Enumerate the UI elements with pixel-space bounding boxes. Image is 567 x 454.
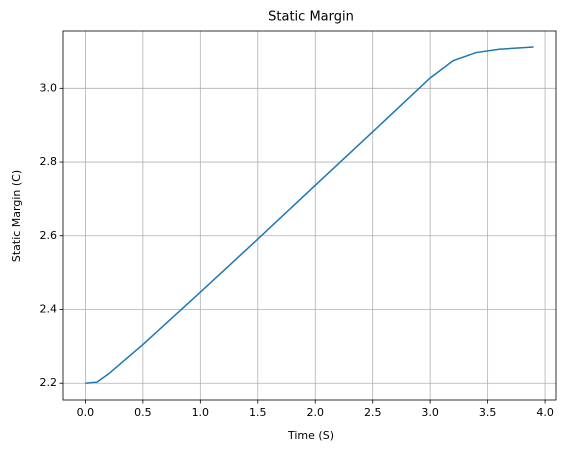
y-tick-label: 2.6 <box>40 229 58 242</box>
data-line <box>85 46 534 384</box>
chart-title: Static Margin <box>268 10 354 25</box>
x-axis-label: Time (S) <box>287 429 334 442</box>
x-tick-label: 1.5 <box>249 406 267 419</box>
x-tick-label: 3.5 <box>479 406 497 419</box>
x-tick-label: 2.0 <box>306 406 324 419</box>
y-tick-label: 2.2 <box>40 376 58 389</box>
plot-frame <box>62 30 557 401</box>
y-tick-label: 2.4 <box>40 303 58 316</box>
x-tick-label: 0.0 <box>77 406 95 419</box>
x-tick-label: 2.5 <box>364 406 382 419</box>
y-axis-label: Static Margin (C) <box>10 170 23 262</box>
x-tick-label: 1.0 <box>192 406 210 419</box>
x-tick-label: 3.0 <box>421 406 439 419</box>
x-tick-label: 0.5 <box>134 406 152 419</box>
y-tick-label: 2.8 <box>40 155 58 168</box>
y-tick-label: 3.0 <box>40 81 58 94</box>
x-tick-label: 4.0 <box>536 406 554 419</box>
